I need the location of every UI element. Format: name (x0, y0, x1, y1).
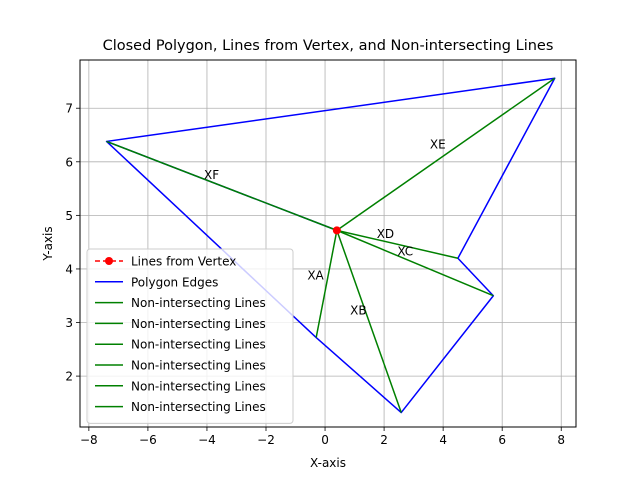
x-tick-label: −8 (80, 433, 98, 447)
y-axis-label: Y-axis (41, 226, 55, 261)
vertex-marker (332, 226, 341, 235)
non-intersecting-line (315, 230, 338, 338)
x-tick-label: 6 (498, 433, 506, 447)
x-tick-label: 4 (439, 433, 447, 447)
legend-label: Lines from Vertex (131, 255, 236, 269)
chart-title: Closed Polygon, Lines from Vertex, and N… (103, 38, 554, 54)
x-tick-label: 0 (321, 433, 329, 447)
x-axis-ticks: −8 −6 −4 −2 0 2 4 6 8 (80, 427, 565, 447)
polygon-edges (105, 77, 556, 414)
y-tick-label: 5 (65, 209, 73, 223)
x-tick-label: 2 (380, 433, 388, 447)
non-intersecting-line (106, 140, 338, 232)
annotation-label: XB (350, 303, 366, 317)
x-tick-label: 8 (557, 433, 565, 447)
y-axis-ticks: 2 3 4 5 6 7 (65, 102, 80, 384)
x-axis-label: X-axis (310, 456, 346, 470)
legend-marker-vertex (105, 257, 113, 265)
plot-lines (105, 77, 556, 414)
annotation-label: XF (204, 168, 219, 182)
y-tick-label: 4 (65, 262, 73, 276)
non-intersecting-line (336, 229, 494, 297)
non-intersecting-line (336, 229, 459, 259)
annotation-label: XE (430, 137, 446, 151)
legend-label: Non-intersecting Lines (131, 379, 266, 393)
plot-frame (79, 59, 577, 428)
annotation-label: XD (377, 227, 394, 241)
x-tick-label: −4 (198, 433, 216, 447)
legend-label: Non-intersecting Lines (131, 296, 266, 310)
y-tick-label: 2 (65, 370, 73, 384)
y-tick-label: 3 (65, 316, 73, 330)
legend: Lines from Vertex Polygon Edges Non-inters… (86, 248, 294, 424)
legend-box (86, 248, 294, 424)
legend-label: Non-intersecting Lines (131, 317, 266, 331)
y-tick-label: 6 (65, 155, 73, 169)
x-tick-label: −6 (139, 433, 157, 447)
x-tick-label: −2 (257, 433, 275, 447)
legend-label: Non-intersecting Lines (131, 359, 266, 373)
legend-label: Polygon Edges (131, 275, 218, 289)
annotation-label: XC (397, 245, 413, 259)
y-tick-label: 7 (65, 102, 73, 116)
non-intersecting-line (336, 77, 556, 231)
legend-label: Non-intersecting Lines (131, 338, 266, 352)
legend-label: Non-intersecting Lines (131, 400, 266, 414)
annotation-label: XA (307, 269, 324, 283)
non-intersecting-line (336, 230, 402, 413)
